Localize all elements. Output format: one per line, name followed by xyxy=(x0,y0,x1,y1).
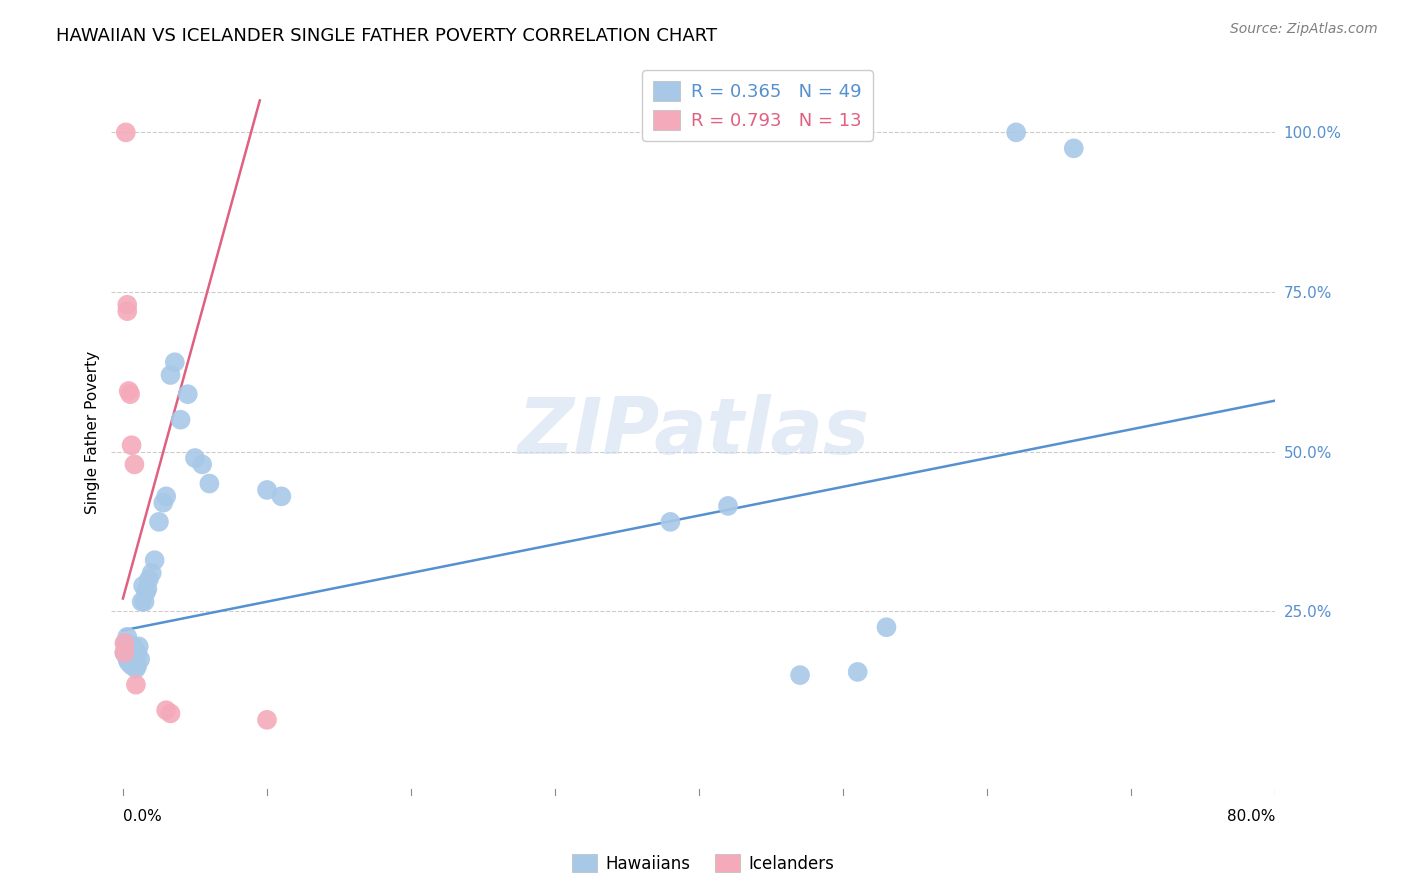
Point xyxy=(117,652,139,666)
Point xyxy=(177,387,200,401)
Point xyxy=(120,642,142,657)
Point xyxy=(131,595,153,609)
Point xyxy=(132,579,155,593)
Point xyxy=(138,572,160,586)
Legend: R = 0.365   N = 49, R = 0.793   N = 13: R = 0.365 N = 49, R = 0.793 N = 13 xyxy=(643,70,873,141)
Point xyxy=(163,355,186,369)
Point xyxy=(122,640,145,654)
Point xyxy=(127,646,149,660)
Point xyxy=(121,658,143,673)
Text: Source: ZipAtlas.com: Source: ZipAtlas.com xyxy=(1230,22,1378,37)
Point xyxy=(125,662,148,676)
Text: ZIPatlas: ZIPatlas xyxy=(517,394,869,470)
Point xyxy=(136,582,159,596)
Point xyxy=(120,387,142,401)
Point xyxy=(117,298,139,312)
Text: 80.0%: 80.0% xyxy=(1227,809,1275,824)
Point xyxy=(121,438,143,452)
Point xyxy=(112,646,135,660)
Point xyxy=(129,652,152,666)
Point xyxy=(114,125,136,139)
Point xyxy=(155,489,177,503)
Point xyxy=(122,648,145,663)
Point xyxy=(118,384,141,398)
Point xyxy=(125,656,148,670)
Point xyxy=(117,304,139,318)
Point xyxy=(143,553,166,567)
Point xyxy=(789,668,811,682)
Point xyxy=(717,499,740,513)
Point xyxy=(128,640,150,654)
Point xyxy=(124,458,146,472)
Point xyxy=(198,476,221,491)
Point xyxy=(152,496,174,510)
Point xyxy=(1005,125,1028,139)
Point xyxy=(127,658,149,673)
Point xyxy=(124,646,146,660)
Point xyxy=(148,515,170,529)
Point xyxy=(191,458,214,472)
Point xyxy=(134,595,156,609)
Point xyxy=(120,652,142,666)
Point xyxy=(159,706,181,721)
Point xyxy=(184,450,207,465)
Point xyxy=(114,636,136,650)
Point xyxy=(1063,141,1085,155)
Point xyxy=(270,489,292,503)
Point xyxy=(121,648,143,663)
Y-axis label: Single Father Poverty: Single Father Poverty xyxy=(86,351,100,514)
Point xyxy=(169,413,191,427)
Point xyxy=(124,658,146,673)
Point xyxy=(159,368,181,382)
Point xyxy=(659,515,682,529)
Text: HAWAIIAN VS ICELANDER SINGLE FATHER POVERTY CORRELATION CHART: HAWAIIAN VS ICELANDER SINGLE FATHER POVE… xyxy=(56,27,717,45)
Point xyxy=(112,646,135,660)
Point xyxy=(846,665,869,679)
Point xyxy=(114,646,136,660)
Point xyxy=(155,703,177,717)
Point xyxy=(135,585,157,599)
Point xyxy=(117,640,139,654)
Point xyxy=(117,630,139,644)
Point xyxy=(875,620,897,634)
Text: 0.0%: 0.0% xyxy=(122,809,162,824)
Point xyxy=(256,713,278,727)
Point xyxy=(125,678,148,692)
Point xyxy=(118,646,141,660)
Point xyxy=(141,566,163,580)
Legend: Hawaiians, Icelanders: Hawaiians, Icelanders xyxy=(565,847,841,880)
Point xyxy=(112,636,135,650)
Point xyxy=(118,656,141,670)
Point xyxy=(256,483,278,497)
